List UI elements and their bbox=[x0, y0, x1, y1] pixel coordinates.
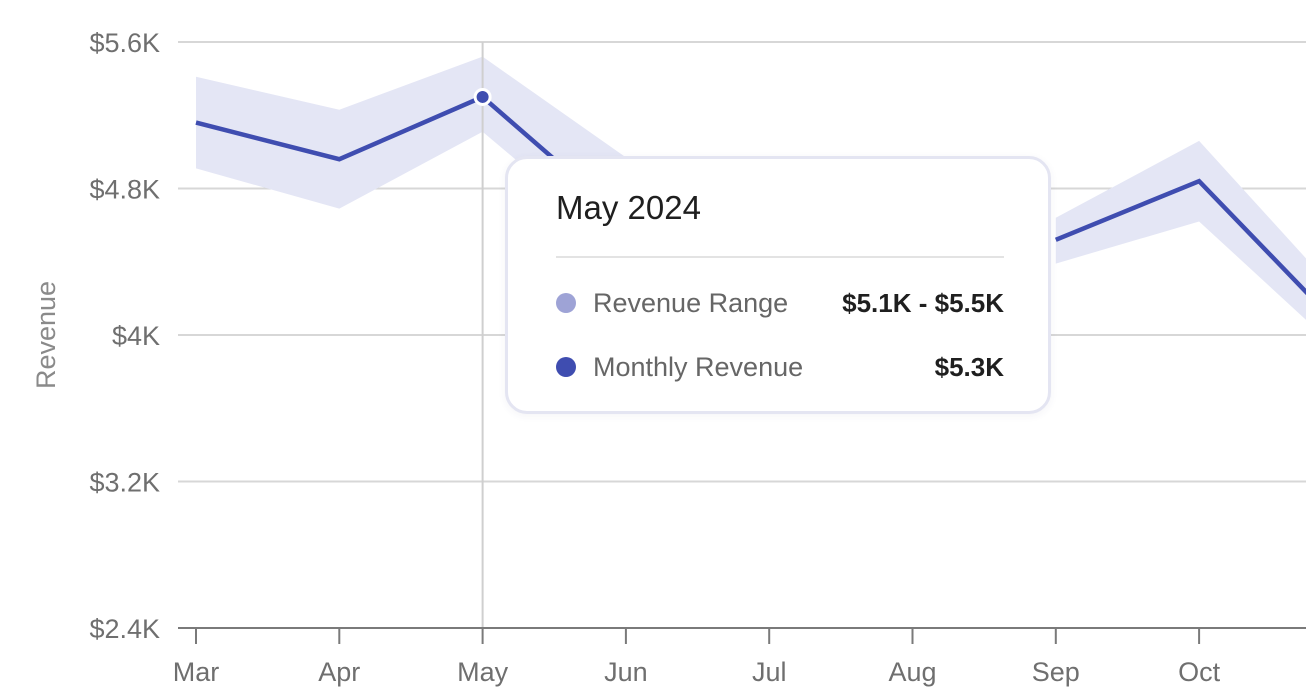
axes bbox=[178, 627, 1306, 644]
revenue-legend-dot-icon bbox=[556, 357, 576, 377]
x-tick-label: Jun bbox=[604, 657, 648, 687]
range-band-layer bbox=[196, 56, 1306, 320]
x-tick-label: Sep bbox=[1032, 657, 1080, 687]
y-tick-label: $3.2K bbox=[89, 468, 160, 498]
tooltip-range-label: Revenue Range bbox=[593, 287, 789, 318]
tick-labels: $2.4K $3.2K $4K $4.8K $5.6K Mar Apr May Jun Jul Au… bbox=[89, 28, 1220, 687]
tooltip-range-value: $5.1K - $5.5K bbox=[842, 287, 1004, 318]
x-tick-label: May bbox=[457, 657, 509, 687]
tooltip-row-range: Revenue Range $5.1K - $5.5K bbox=[556, 283, 1004, 323]
range-legend-dot-icon bbox=[556, 293, 576, 313]
revenue-range-band bbox=[196, 56, 626, 253]
tooltip-row-revenue: Monthly Revenue $5.3K bbox=[556, 347, 1004, 387]
x-tick-label: Oct bbox=[1178, 657, 1221, 687]
x-tick-label: Mar bbox=[173, 657, 220, 687]
tooltip-revenue-label: Monthly Revenue bbox=[593, 351, 804, 382]
y-tick-label: $5.6K bbox=[89, 28, 160, 58]
x-tick-label: Jul bbox=[752, 657, 787, 687]
y-tick-label: $4K bbox=[112, 321, 160, 351]
y-axis-title: Revenue bbox=[31, 281, 61, 389]
y-tick-label: $4.8K bbox=[89, 175, 160, 205]
x-tick-label: Aug bbox=[888, 657, 936, 687]
x-tick-label: Apr bbox=[318, 657, 360, 687]
monthly-revenue-line bbox=[1054, 178, 1306, 296]
tooltip-revenue-value: $5.3K bbox=[934, 351, 1004, 382]
highlight-point bbox=[473, 87, 492, 106]
tooltip-title: May 2024 bbox=[556, 189, 701, 226]
chart-tooltip: May 2024 Revenue Range $5.1K - $5.5K Mon… bbox=[505, 156, 1051, 414]
y-tick-label: $2.4K bbox=[89, 614, 160, 644]
tooltip-divider bbox=[556, 256, 1004, 258]
revenue-range-band bbox=[1055, 140, 1306, 320]
